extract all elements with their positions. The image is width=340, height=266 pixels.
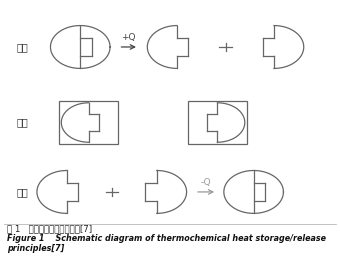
Text: Figure 1    Schematic diagram of thermochemical heat storage/release
principles[: Figure 1 Schematic diagram of thermochem…: [7, 234, 326, 253]
Text: 图 1   热化学储热原理示意图[7]: 图 1 热化学储热原理示意图[7]: [7, 225, 92, 234]
Text: 释热: 释热: [17, 187, 29, 197]
Text: 充热: 充热: [17, 42, 29, 52]
Bar: [59, 101, 118, 144]
Text: -Q: -Q: [201, 178, 211, 186]
Bar: [188, 101, 247, 144]
Text: +Q: +Q: [121, 33, 136, 41]
Text: 存储: 存储: [17, 118, 29, 127]
